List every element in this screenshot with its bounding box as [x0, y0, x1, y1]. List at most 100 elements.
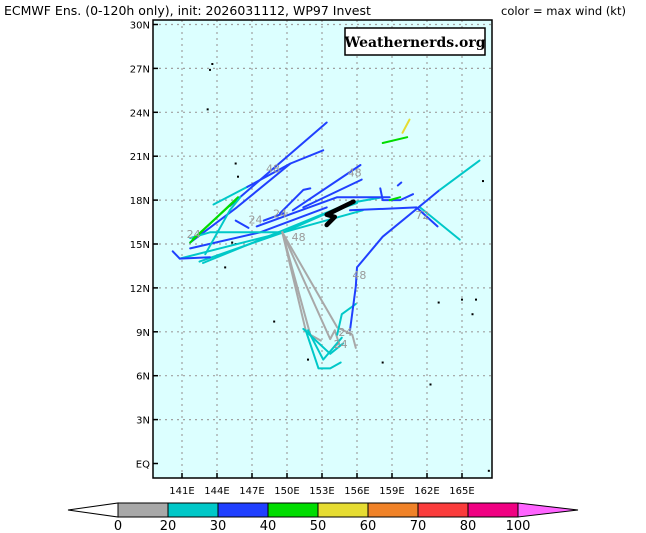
watermark-box: Weathernerds.org — [344, 27, 486, 56]
lon-tick-label: 141E — [169, 486, 194, 497]
storm-track — [302, 178, 363, 209]
island-dot — [273, 320, 276, 323]
colorbar-label: 50 — [310, 519, 327, 533]
island-dot — [482, 180, 484, 183]
chart-title: ECMWF Ens. (0-120h only), init: 20260311… — [4, 3, 371, 18]
storm-track — [281, 231, 341, 346]
lon-tick-label: 144E — [204, 486, 229, 497]
storm-track — [234, 219, 250, 229]
lon-tick-label: 159E — [379, 486, 404, 497]
island-dot — [475, 298, 477, 301]
colorbar-label: 100 — [506, 519, 531, 533]
forecast-hour-label: 48 — [266, 162, 280, 175]
island-dot — [209, 68, 211, 71]
tracks-layer — [171, 118, 481, 370]
storm-track — [191, 199, 237, 241]
colorbar-bin — [217, 502, 269, 518]
forecast-hour-label: 48 — [352, 269, 366, 282]
storm-track — [302, 327, 344, 355]
storm-track — [304, 329, 342, 370]
storm-track — [212, 185, 249, 206]
storm-track — [228, 121, 328, 207]
storm-track — [381, 136, 409, 144]
island-dot — [307, 358, 309, 361]
colorbar-bin — [417, 502, 469, 518]
watermark-text: Weathernerds.org — [344, 35, 486, 51]
storm-track — [262, 212, 285, 222]
storm-track — [324, 199, 356, 228]
legend-note: color = max wind (kt) — [501, 4, 626, 18]
lat-tick-label: 18N — [130, 196, 150, 207]
storm-track — [171, 250, 211, 260]
lat-tick-label: 3N — [136, 416, 150, 427]
forecast-hour-label: 24 — [187, 228, 201, 241]
storm-track — [281, 231, 357, 349]
island-dot — [429, 383, 432, 386]
forecast-hour-label: 24 — [273, 208, 287, 221]
storm-track — [388, 196, 402, 202]
colorbar-label: 70 — [410, 519, 427, 533]
island-dot — [234, 162, 237, 165]
storm-track — [396, 181, 403, 187]
colorbar-bin — [317, 502, 369, 518]
lon-tick-label: 162E — [414, 486, 439, 497]
colorbar-label: 20 — [160, 519, 177, 533]
storm-track — [291, 164, 362, 212]
map-frame — [152, 19, 493, 479]
storm-track — [401, 118, 411, 134]
forecast-hour-label: 24 — [334, 338, 348, 351]
lon-tick-label: 165E — [449, 486, 474, 497]
island-dot — [211, 63, 214, 66]
lat-tick-label: 15N — [130, 240, 150, 251]
island-dot — [381, 361, 384, 364]
islands — [206, 63, 490, 472]
colorbar-bin — [117, 502, 169, 518]
lat-tick-label: 9N — [136, 328, 150, 339]
storm-track — [336, 303, 357, 336]
island-dot — [237, 175, 239, 178]
island-dot — [461, 298, 463, 301]
island-dot — [224, 266, 227, 269]
forecast-hour-label: 72 — [415, 209, 429, 222]
colorbar-label: 80 — [460, 519, 477, 533]
lat-tick-label: 21N — [130, 152, 150, 163]
island-dot — [487, 469, 490, 472]
storm-track — [204, 196, 242, 256]
storm-track — [438, 159, 481, 191]
forecast-hour-label: 48 — [348, 167, 362, 180]
island-dot — [231, 241, 234, 244]
colorbar-bin — [167, 502, 219, 518]
lat-tick-label: 27N — [130, 64, 150, 75]
storm-track — [255, 196, 391, 228]
forecast-hour-label: 48 — [292, 231, 306, 244]
storm-track — [349, 206, 439, 228]
lat-tick-label: 6N — [136, 372, 150, 383]
colorbar-bin — [267, 502, 319, 518]
lat-tick-label: 30N — [130, 21, 150, 32]
island-dot — [206, 108, 209, 111]
colorbar-label: 40 — [260, 519, 277, 533]
island-dot — [471, 313, 474, 316]
lat-tick-label: 12N — [130, 284, 150, 295]
colorbar-label: 30 — [210, 519, 227, 533]
storm-track — [279, 187, 312, 215]
lon-tick-label: 150E — [274, 486, 299, 497]
forecast-hour-label: 24 — [338, 326, 352, 339]
island-dot — [437, 301, 440, 304]
storm-track — [189, 149, 325, 244]
storm-track — [246, 162, 292, 188]
colorbar-label: 0 — [114, 519, 122, 533]
forecast-hour-label: 24 — [249, 214, 263, 227]
colorbar: 0 20 30 40 50 60 70 80 100 — [67, 502, 579, 533]
colorbar-under-triangle — [67, 502, 119, 518]
storm-track — [307, 329, 343, 361]
lon-tick-label: 147E — [239, 486, 264, 497]
lon-tick-label: 156E — [344, 486, 369, 497]
colorbar-bin — [367, 502, 419, 518]
lat-tick-label: 24N — [130, 108, 150, 119]
axis-ticks: 30N 27N 24N 21N 18N 15N 12N 9N 6N 3N EQ 141E 144E 147… — [130, 21, 475, 498]
colorbar-over-triangle — [517, 502, 579, 518]
colorbar-bin — [467, 502, 519, 518]
